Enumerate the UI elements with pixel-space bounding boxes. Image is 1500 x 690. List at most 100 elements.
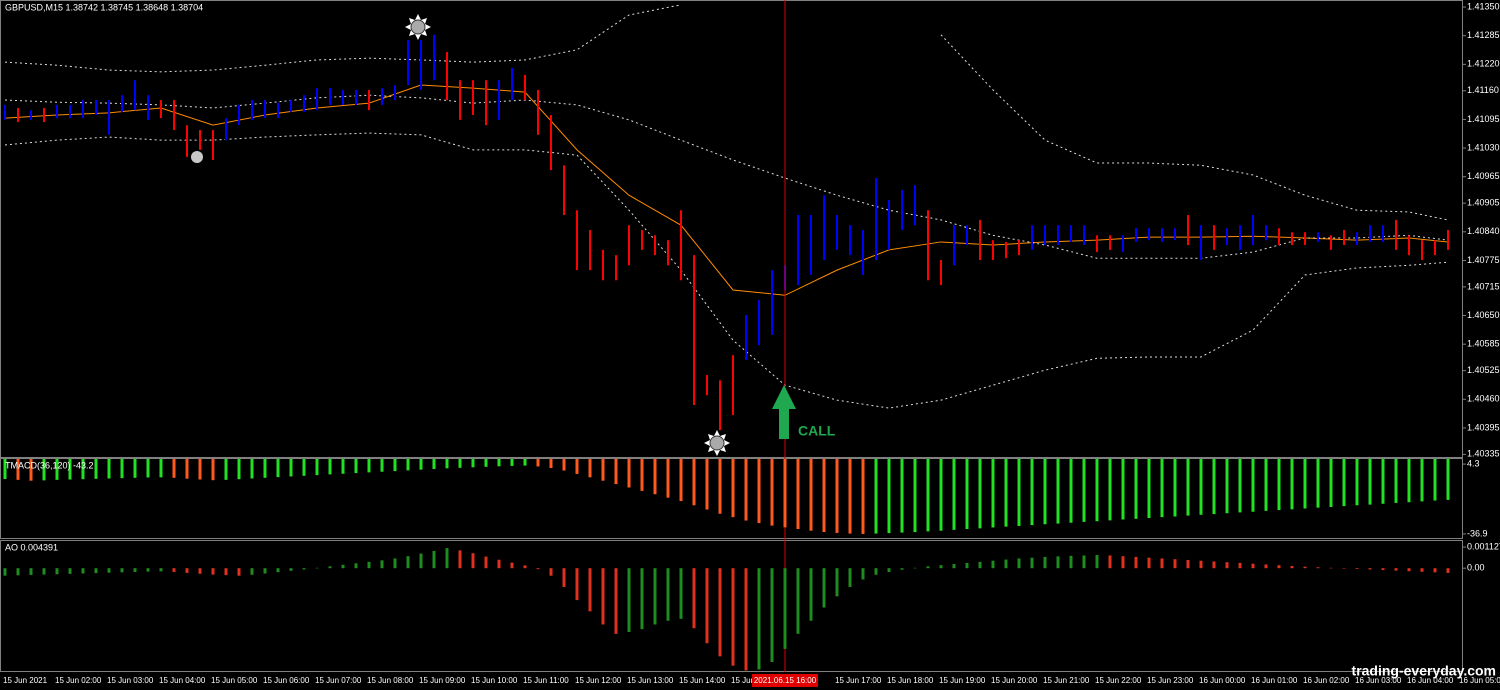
x-tick-label: 15 Jun 2021 — [3, 676, 48, 685]
histogram-bar — [796, 459, 800, 530]
histogram-bar — [614, 568, 618, 634]
main-panel-frame — [0, 0, 1463, 458]
histogram-bar — [1069, 459, 1073, 523]
histogram-bar — [159, 459, 163, 478]
histogram-bar — [198, 568, 202, 574]
histogram-bar — [978, 459, 982, 529]
histogram-bar — [107, 568, 111, 573]
y-tick-label: 1.40395 — [1467, 422, 1500, 432]
histogram-bar — [341, 459, 345, 474]
signal-dot — [191, 151, 203, 163]
histogram-bar — [965, 459, 969, 530]
histogram-bar — [874, 459, 878, 534]
histogram-bar — [822, 459, 826, 533]
histogram-bar — [1277, 459, 1281, 511]
call-label: CALL — [798, 423, 836, 439]
histogram-bar — [250, 459, 254, 479]
histogram-bar — [1056, 556, 1060, 569]
y-tick-label: 1.41030 — [1467, 142, 1500, 152]
histogram-bar — [1108, 459, 1112, 521]
histogram-bar — [1303, 566, 1307, 569]
histogram-bar — [1121, 556, 1125, 569]
histogram-bar — [29, 459, 33, 481]
histogram-bar — [198, 459, 202, 480]
histogram-bar — [1173, 459, 1177, 517]
histogram-bar — [575, 459, 579, 474]
histogram-bar — [1420, 459, 1424, 502]
histogram-bar — [614, 459, 618, 485]
histogram-bar — [627, 568, 631, 632]
histogram-bar — [55, 459, 59, 480]
histogram-bar — [406, 459, 410, 471]
histogram-bar — [1056, 459, 1060, 524]
x-tick-label: 15 Jun 06:00 — [263, 676, 310, 685]
histogram-bar — [328, 566, 332, 569]
histogram-bar — [562, 568, 566, 587]
histogram-bar — [718, 459, 722, 514]
histogram-bar — [1147, 459, 1151, 518]
histogram-bar — [380, 560, 384, 569]
x-tick-label: 15 Jun 05:00 — [211, 676, 258, 685]
histogram-bar — [1069, 555, 1073, 569]
histogram-bar — [1212, 561, 1216, 569]
histogram-bar — [861, 459, 865, 534]
histogram-bar — [1004, 559, 1008, 569]
histogram-bar — [146, 459, 150, 478]
histogram-bar — [1329, 459, 1333, 507]
histogram-bar — [1121, 459, 1125, 520]
histogram-bar — [952, 564, 956, 569]
x-tick-label: 15 Jun 23:00 — [1147, 676, 1194, 685]
histogram-bar — [1082, 555, 1086, 569]
histogram-bar — [926, 566, 930, 569]
histogram-bar — [458, 550, 462, 569]
x-tick-label: 16 Jun 01:00 — [1251, 676, 1298, 685]
histogram-bar — [172, 568, 176, 572]
histogram-bar — [237, 459, 241, 480]
histogram-bar — [3, 568, 7, 576]
histogram-bar — [783, 568, 787, 649]
histogram-bar — [770, 459, 774, 526]
histogram-bar — [1212, 459, 1216, 515]
histogram-bar — [289, 459, 293, 477]
histogram-bar — [705, 568, 709, 644]
histogram-bar — [16, 568, 20, 576]
histogram-bar — [1446, 459, 1450, 500]
histogram-bar — [848, 459, 852, 534]
histogram-bar — [432, 459, 436, 470]
histogram-bar — [107, 459, 111, 479]
histogram-bar — [705, 459, 709, 510]
histogram-bar — [1225, 459, 1229, 514]
histogram-bar — [237, 568, 241, 576]
histogram-bar — [1186, 559, 1190, 569]
histogram-bar — [510, 459, 514, 466]
histogram-bar — [367, 561, 371, 569]
histogram-bar — [744, 459, 748, 521]
histogram-bar — [601, 568, 605, 625]
histogram-bar — [588, 568, 592, 612]
main-title: GBPUSD,M15 1.38742 1.38745 1.38648 1.387… — [5, 2, 203, 12]
histogram-bar — [523, 459, 527, 466]
x-tick-label: 15 Jun 11:00 — [523, 676, 569, 685]
histogram-bar — [1290, 459, 1294, 510]
histogram-bar — [380, 459, 384, 472]
histogram-bar — [978, 561, 982, 569]
histogram-bar — [81, 568, 85, 574]
histogram-bar — [1342, 568, 1346, 569]
histogram-bar — [42, 568, 46, 575]
histogram-bar — [211, 568, 215, 575]
histogram-bar — [393, 558, 397, 569]
histogram-bar — [458, 459, 462, 468]
histogram-bar — [120, 568, 124, 573]
histogram-bar — [653, 568, 657, 625]
histogram-bar — [42, 459, 46, 481]
histogram-bar — [796, 568, 800, 634]
histogram-bar — [588, 459, 592, 478]
histogram-bar — [419, 459, 423, 470]
x-tick-label: 16 Jun 02:00 — [1303, 676, 1350, 685]
histogram-bar — [887, 568, 891, 572]
y-tick-label: 1.40775 — [1467, 255, 1500, 265]
x-tick-label: 15 Jun 02:00 — [55, 676, 102, 685]
histogram-bar — [471, 459, 475, 468]
y-tick-label: 0.001127 — [1467, 541, 1500, 551]
